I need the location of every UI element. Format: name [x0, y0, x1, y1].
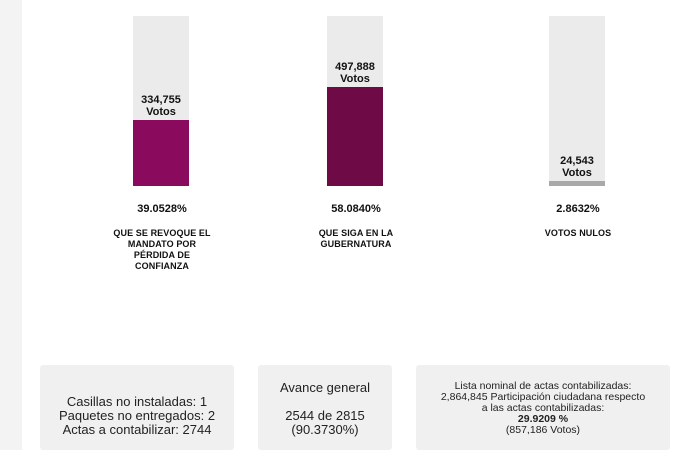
bar-category-label: QUE SE REVOQUE EL MANDATO POR PÉRDIDA DE… — [113, 228, 211, 271]
avance-title: Avance general — [279, 380, 371, 395]
avance-percent: (90.3730%) — [291, 422, 359, 437]
vote-unit: Votos — [146, 106, 176, 118]
vote-unit: Votos — [562, 167, 592, 179]
bar-category-label: QUE SIGA EN LA GUBERNATURA — [318, 228, 394, 249]
bar-track: 334,755 Votos — [133, 16, 189, 186]
participacion-votes: (857,186 Votos) — [505, 424, 581, 436]
lista-nominal-label: Lista nominal de actas contabilizadas: — [454, 380, 632, 392]
casillas-summary-card: Casillas no instaladas: 1 Paquetes no en… — [40, 365, 234, 450]
bar-percent: 2.8632% — [556, 203, 600, 215]
participacion-percent: 29.9209 % — [517, 413, 569, 425]
vote-count: 334,755 — [141, 94, 181, 106]
bar-value-label: 24,543 Votos — [549, 155, 605, 179]
bar-percent: 39.0528% — [137, 203, 187, 215]
left-rail — [0, 0, 22, 450]
results-chart: 334,755 Votos 39.0528% QUE SE REVOQUE EL… — [52, 0, 680, 350]
casillas-no-instaladas: Casillas no instaladas: 1 — [66, 394, 208, 409]
vote-count: 24,543 — [560, 155, 594, 167]
avance-count: 2544 de 2815 — [285, 408, 365, 423]
actas-a-contabilizar: Actas a contabilizar: 2744 — [62, 422, 212, 437]
vote-unit: Votos — [340, 73, 370, 85]
bar-column-revoque: 334,755 Votos 39.0528% QUE SE REVOQUE EL… — [52, 0, 272, 350]
bar-column-nulos: 24,543 Votos 2.8632% VOTOS NULOS — [468, 0, 680, 350]
lista-nominal-value: 2,864,845 Participación ciudadana respec… — [440, 391, 646, 403]
bar-track: 24,543 Votos — [549, 16, 605, 186]
bar-percent: 58.0840% — [331, 203, 381, 215]
paquetes-no-entregados: Paquetes no entregados: 2 — [58, 408, 216, 423]
bar-fill-nulos — [549, 181, 605, 186]
vote-count: 497,888 — [335, 61, 375, 73]
bar-category-label: VOTOS NULOS — [544, 228, 612, 238]
bar-value-label: 334,755 Votos — [133, 94, 189, 118]
bar-column-siga: 497,888 Votos 58.0840% QUE SIGA EN LA GU… — [246, 0, 466, 350]
participacion-card: Lista nominal de actas contabilizadas: 2… — [416, 365, 670, 450]
bar-fill-siga — [327, 87, 383, 186]
avance-general-card: Avance general 2544 de 2815 (90.3730%) — [258, 365, 392, 450]
bar-fill-revoque — [133, 120, 189, 186]
bar-value-label: 497,888 Votos — [327, 61, 383, 85]
participacion-label: a las actas contabilizadas: — [481, 402, 605, 414]
bar-track: 497,888 Votos — [327, 16, 383, 186]
